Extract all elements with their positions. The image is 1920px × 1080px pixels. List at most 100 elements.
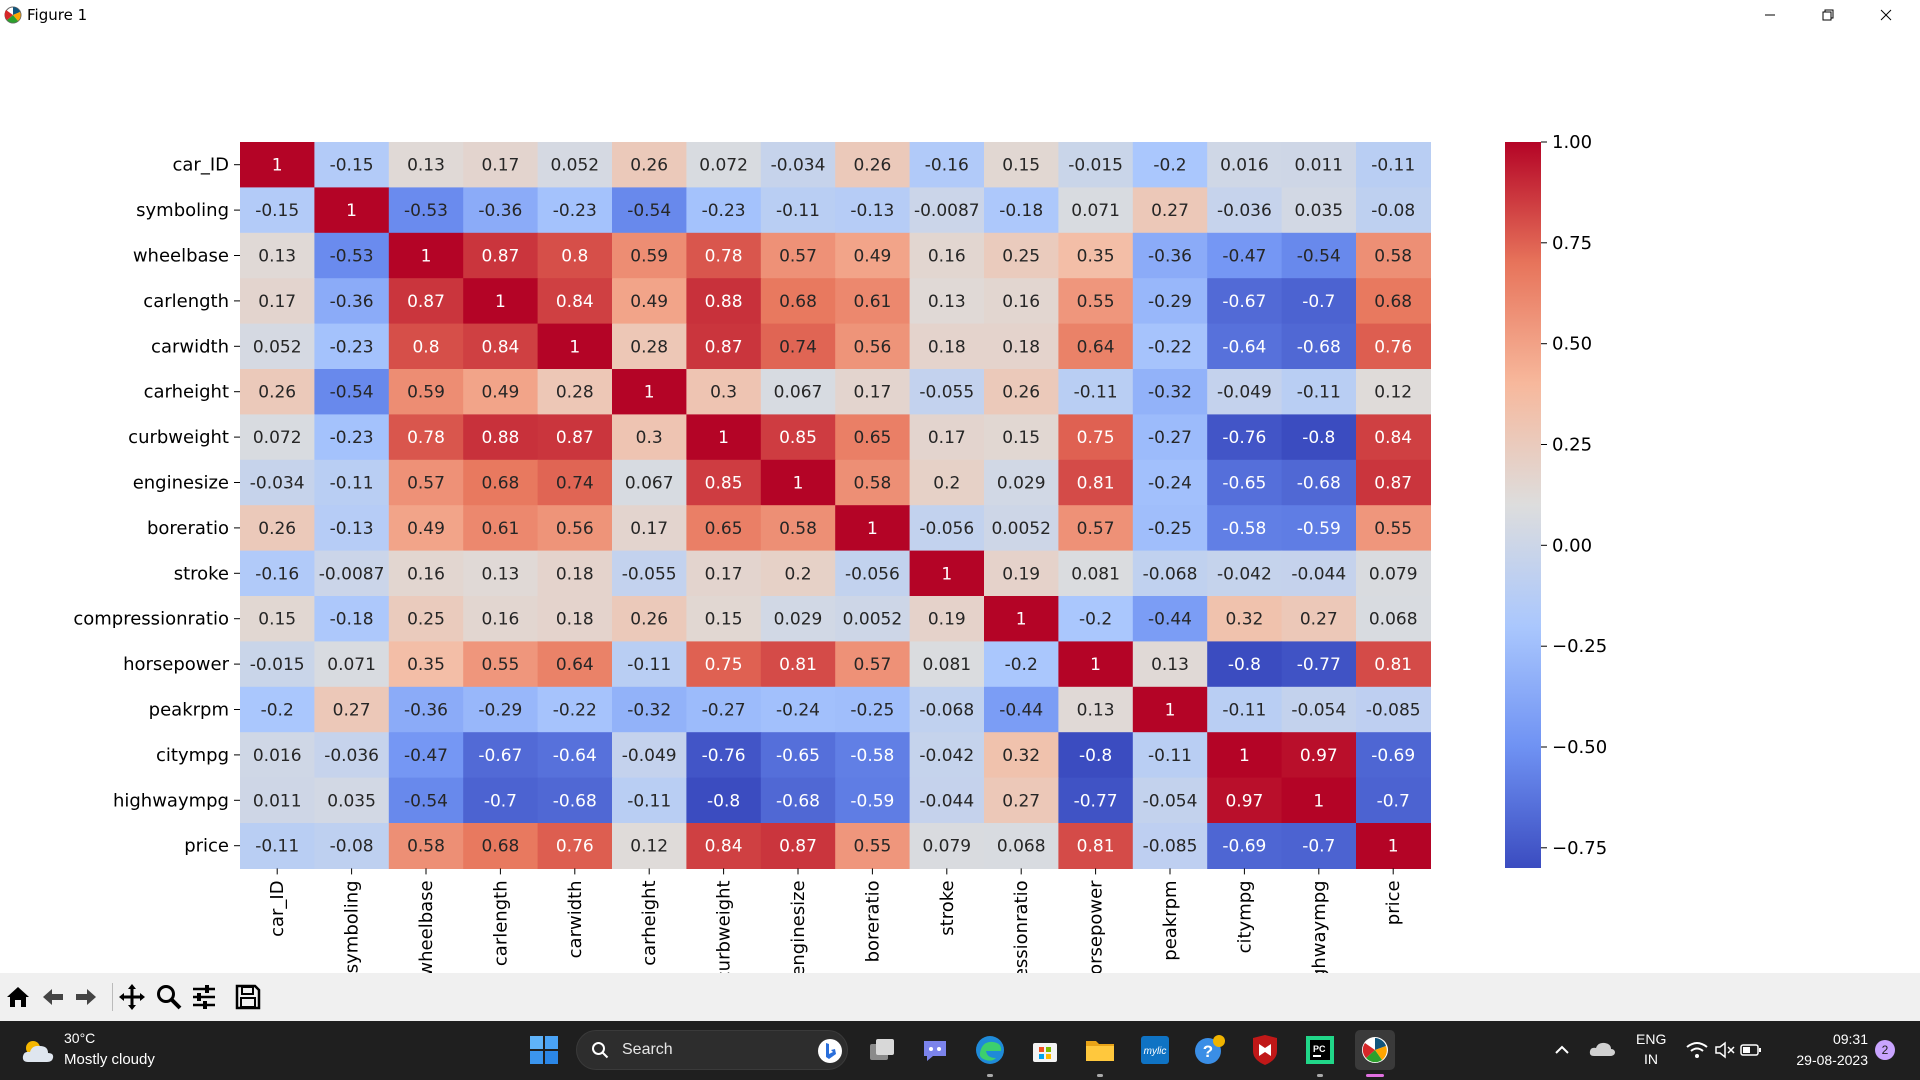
onedrive-button[interactable] (1588, 1039, 1618, 1063)
heatmap-cell (240, 732, 315, 779)
matplotlib-figure-taskbar-button[interactable] (1355, 1030, 1395, 1070)
cell-value-label: 0.3 (636, 428, 663, 448)
heatmap-cell (240, 550, 315, 597)
network-volume-battery-button[interactable] (1684, 1037, 1764, 1065)
mylic-app-button[interactable]: mylic (1135, 1030, 1175, 1070)
heatmap-cell (612, 823, 687, 869)
cell-value-label: -0.23 (702, 201, 746, 221)
title-bar: Figure 1 (0, 0, 1920, 29)
cell-value-label: 0.81 (779, 655, 817, 675)
mcafee-button[interactable] (1245, 1030, 1285, 1070)
heatmap-cell (463, 369, 539, 415)
start-button[interactable] (524, 1030, 564, 1070)
weather-widget[interactable]: 30°C Mostly cloudy (0, 1021, 170, 1080)
cell-value-label: 0.13 (407, 156, 445, 176)
heatmap-cell (388, 550, 464, 597)
clock-button[interactable]: 09:31 29-08-2023 (1782, 1029, 1868, 1073)
heatmap-cell (1132, 732, 1208, 779)
microsoft-store-button[interactable] (1025, 1030, 1065, 1070)
heatmap-cell (388, 686, 464, 733)
minimize-button[interactable] (1741, 0, 1799, 29)
heatmap-cell (1132, 369, 1208, 415)
cell-value-label: 0.3 (710, 383, 737, 403)
bing-icon (818, 1039, 842, 1063)
heatmap-cell (537, 641, 613, 688)
cell-value-label: 0.57 (1077, 519, 1115, 539)
back-button[interactable] (37, 981, 69, 1013)
file-explorer-button[interactable] (1080, 1030, 1120, 1070)
x-tick-label: carheight (639, 880, 660, 965)
heatmap-cell (1132, 550, 1208, 597)
mylic-label: mylic (1144, 1046, 1167, 1057)
heatmap-cell (388, 369, 464, 415)
navigation-toolbar (0, 973, 1920, 1021)
heatmap-cell (240, 369, 315, 415)
show-hidden-icons-button[interactable] (1550, 1038, 1574, 1062)
x-tick-label: highwaympg (1309, 880, 1330, 973)
cell-value-label: -0.23 (553, 201, 597, 221)
heatmap-cell (240, 505, 315, 552)
cell-value-label: 0.035 (327, 791, 376, 811)
notification-badge[interactable]: 2 (1875, 1040, 1895, 1060)
configure-subplots-button[interactable] (188, 981, 220, 1013)
teams-chat-button[interactable] (915, 1030, 955, 1070)
heatmap-cell (686, 823, 762, 869)
cell-value-label: 0.27 (333, 701, 371, 721)
cell-value-label: 0.87 (705, 337, 743, 357)
heatmap-cell (909, 641, 985, 688)
running-indicator (1317, 1074, 1323, 1077)
cell-value-label: 0.61 (481, 519, 519, 539)
cell-value-label: -0.54 (627, 201, 671, 221)
y-tick-label: carheight (144, 382, 229, 403)
task-view-button[interactable] (862, 1030, 902, 1070)
heatmap-cell (835, 142, 911, 188)
heatmap-cell (686, 142, 762, 188)
edge-browser-button[interactable] (970, 1030, 1010, 1070)
heatmap-cell (1132, 596, 1208, 642)
cell-value-label: -0.16 (255, 564, 299, 584)
cell-value-label: -0.034 (771, 156, 826, 176)
pycharm-button[interactable]: PC (1300, 1030, 1340, 1070)
heatmap-cell (760, 459, 836, 506)
heatmap-cell (612, 142, 687, 188)
zoom-button[interactable] (153, 981, 185, 1013)
input-language-button[interactable]: ENG IN (1636, 1031, 1668, 1071)
close-button[interactable] (1857, 0, 1915, 29)
heatmap-cell (537, 323, 613, 370)
cell-value-label: 0.8 (561, 247, 588, 267)
cell-value-label: -0.11 (627, 791, 671, 811)
heatmap-cell (1207, 414, 1283, 461)
cell-value-label: -0.8 (1079, 746, 1112, 766)
save-button[interactable] (232, 981, 264, 1013)
forward-button[interactable] (70, 981, 102, 1013)
home-button[interactable] (2, 981, 34, 1013)
cell-value-label: 0.17 (928, 428, 966, 448)
heatmap-cell (1356, 142, 1431, 188)
heatmap-cell (1356, 369, 1431, 415)
heatmap-cell (835, 550, 911, 597)
colorbar-tick-label: −0.50 (1552, 737, 1607, 758)
cell-value-label: -0.8 (707, 791, 740, 811)
restore-button[interactable] (1799, 0, 1857, 29)
heatmap-cell (240, 232, 315, 279)
heatmap-cell (1058, 369, 1134, 415)
cell-value-label: 0.13 (258, 247, 296, 267)
cell-value-label: 0.052 (550, 156, 599, 176)
heatmap-cell (686, 686, 762, 733)
cell-value-label: -0.11 (627, 655, 671, 675)
pan-button[interactable] (116, 981, 148, 1013)
cell-value-label: 0.64 (1077, 337, 1115, 357)
cell-value-label: -0.53 (330, 247, 374, 267)
taskbar-search-box[interactable]: Search (576, 1030, 848, 1070)
heatmap-cell (463, 686, 539, 733)
toolbar-separator (112, 983, 113, 1011)
get-help-button[interactable]: ? (1190, 1030, 1230, 1070)
heatmap-cell (388, 505, 464, 552)
cell-value-label: 0.84 (705, 837, 743, 857)
cell-value-label: -0.36 (478, 201, 522, 221)
cell-value-label: 0.56 (556, 519, 594, 539)
cell-value-label: 0.57 (779, 247, 817, 267)
x-tick-label: price (1383, 880, 1404, 925)
cell-value-label: 1 (495, 292, 506, 312)
heatmap-cell (1281, 232, 1357, 279)
